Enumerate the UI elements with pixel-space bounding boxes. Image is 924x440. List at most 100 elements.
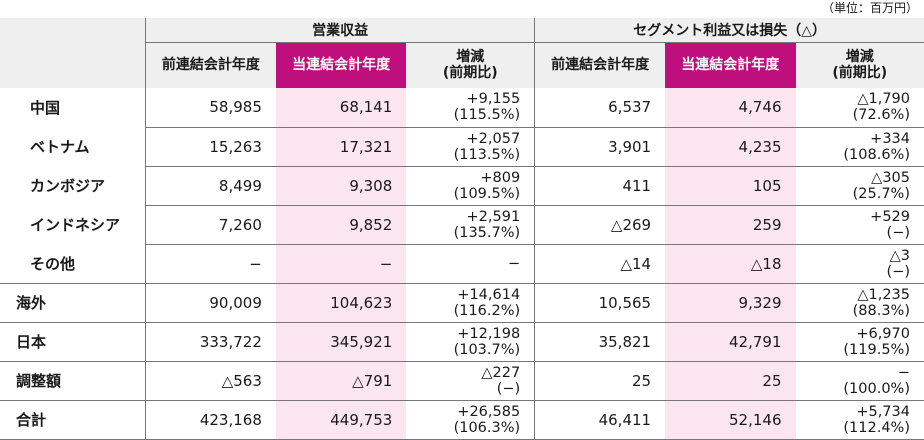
revenue-change-cell: +2,591(135.7%) <box>406 205 534 244</box>
change-ratio: (109.5%) <box>406 186 520 202</box>
segment-cur-cell: 52,146 <box>665 400 795 439</box>
unit-note: （単位：百万円） <box>822 0 918 16</box>
segment-prev-cell: 35,821 <box>535 322 665 361</box>
segment-cur-cell: 9,329 <box>665 283 795 322</box>
table-row: その他−−−△14△18△3(−) <box>0 244 924 283</box>
revenue-change-cell: +26,585(106.3%) <box>406 400 534 439</box>
revenue-cur-cell: 9,308 <box>276 166 406 205</box>
segment-prev-cell: 46,411 <box>535 400 665 439</box>
change-amount: △1,235 <box>796 287 911 303</box>
revenue-cur-cell: 17,321 <box>276 127 406 166</box>
revenue-prev-cell: 7,260 <box>145 205 275 244</box>
change-ratio: (119.5%) <box>796 342 911 358</box>
header-revenue-change: 増減 (前期比) <box>406 42 534 88</box>
change-amount: +5,734 <box>796 404 911 420</box>
header-segment-prev: 前連結会計年度 <box>535 42 665 88</box>
segment-prev-cell: 10,565 <box>535 283 665 322</box>
segment-prev-cell: 411 <box>535 166 665 205</box>
change-amount: △1,790 <box>796 91 911 107</box>
segment-change-cell: △305(25.7%) <box>796 166 924 205</box>
change-ratio: (−) <box>406 381 520 397</box>
change-amount: +334 <box>796 131 911 147</box>
revenue-change-cell: +14,614(116.2%) <box>406 283 534 322</box>
change-ratio: (115.5%) <box>406 107 520 123</box>
change-amount: +2,057 <box>406 131 520 147</box>
change-ratio: (108.6%) <box>796 147 911 163</box>
row-label: 海外 <box>0 283 145 322</box>
change-ratio: (112.4%) <box>796 420 911 436</box>
segment-change-cell: △3(−) <box>796 244 924 283</box>
change-ratio: (−) <box>796 264 911 280</box>
revenue-prev-cell: 90,009 <box>145 283 275 322</box>
header-change-line1: 増減 <box>796 49 924 65</box>
header-revenue-prev: 前連結会計年度 <box>145 42 275 88</box>
header-change-line2: (前期比) <box>796 65 924 81</box>
segment-cur-cell: 25 <box>665 361 795 400</box>
row-label: その他 <box>0 244 145 283</box>
segment-change-cell: +6,970(119.5%) <box>796 322 924 361</box>
change-ratio: (100.0%) <box>796 381 911 397</box>
revenue-change-cell: +9,155(115.5%) <box>406 88 534 127</box>
change-amount: +14,614 <box>406 287 520 303</box>
change-ratio: (25.7%) <box>796 186 911 202</box>
change-amount: +6,970 <box>796 326 911 342</box>
segment-results-table: 営業収益 セグメント利益又は損失（△） 前連結会計年度 当連結会計年度 増減 (… <box>0 18 924 440</box>
segment-change-cell: −(100.0%) <box>796 361 924 400</box>
change-amount: +9,155 <box>406 91 520 107</box>
group-header-segment: セグメント利益又は損失（△） <box>535 18 924 42</box>
segment-change-cell: △1,235(88.3%) <box>796 283 924 322</box>
revenue-cur-cell: 9,852 <box>276 205 406 244</box>
change-amount: +529 <box>796 209 911 225</box>
header-segment-change: 増減 (前期比) <box>796 42 924 88</box>
header-change-line1: 増減 <box>406 49 534 65</box>
change-amount: +26,585 <box>406 404 520 420</box>
change-amount: − <box>406 256 520 272</box>
row-label: ベトナム <box>0 127 145 166</box>
row-label: 中国 <box>0 88 145 127</box>
revenue-change-cell: +12,198(103.7%) <box>406 322 534 361</box>
segment-prev-cell: 25 <box>535 361 665 400</box>
change-ratio: (72.6%) <box>796 107 911 123</box>
segment-cur-cell: 105 <box>665 166 795 205</box>
row-label: 合計 <box>0 400 145 439</box>
segment-prev-cell: △269 <box>535 205 665 244</box>
change-amount: △305 <box>796 170 911 186</box>
change-amount: △3 <box>796 248 911 264</box>
revenue-change-cell: △227(−) <box>406 361 534 400</box>
change-ratio: (−) <box>796 225 911 241</box>
segment-change-cell: +529(−) <box>796 205 924 244</box>
revenue-prev-cell: 423,168 <box>145 400 275 439</box>
row-label: 調整額 <box>0 361 145 400</box>
segment-cur-cell: 42,791 <box>665 322 795 361</box>
segment-prev-cell: 3,901 <box>535 127 665 166</box>
segment-cur-cell: 4,746 <box>665 88 795 127</box>
change-amount: +2,591 <box>406 209 520 225</box>
change-ratio: (88.3%) <box>796 303 911 319</box>
revenue-cur-cell: 104,623 <box>276 283 406 322</box>
row-label: カンボジア <box>0 166 145 205</box>
revenue-cur-cell: △791 <box>276 361 406 400</box>
change-ratio: (116.2%) <box>406 303 520 319</box>
header-segment-cur: 当連結会計年度 <box>665 42 795 88</box>
revenue-prev-cell: − <box>145 244 275 283</box>
revenue-cur-cell: − <box>276 244 406 283</box>
revenue-prev-cell: 58,985 <box>145 88 275 127</box>
revenue-change-cell: − <box>406 244 534 283</box>
change-amount: +809 <box>406 170 520 186</box>
segment-prev-cell: 6,537 <box>535 88 665 127</box>
change-ratio: (103.7%) <box>406 342 520 358</box>
segment-cur-cell: 4,235 <box>665 127 795 166</box>
change-ratio: (113.5%) <box>406 147 520 163</box>
segment-cur-cell: 259 <box>665 205 795 244</box>
row-label: 日本 <box>0 322 145 361</box>
segment-change-cell: +334(108.6%) <box>796 127 924 166</box>
revenue-prev-cell: 333,722 <box>145 322 275 361</box>
segment-cur-cell: △18 <box>665 244 795 283</box>
